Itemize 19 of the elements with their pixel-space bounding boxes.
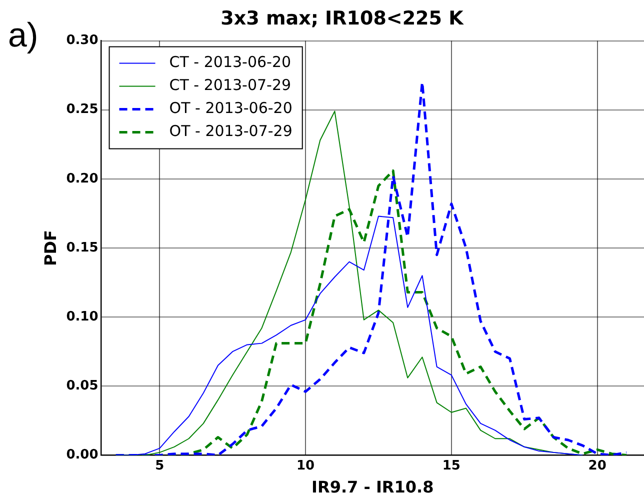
y-axis-title: PDF xyxy=(40,230,60,266)
x-tick-label: 15 xyxy=(442,458,460,474)
y-tick-label: 0.00 xyxy=(66,448,98,463)
text: a) xyxy=(8,16,38,54)
y-tick-label: 0.20 xyxy=(66,171,98,186)
y-tick-label: 0.30 xyxy=(66,33,98,48)
y-tick-label: 0.25 xyxy=(66,102,98,118)
chart-title: 3x3 max; IR108<225 K xyxy=(220,7,465,30)
y-tick-label: 0.05 xyxy=(66,378,98,394)
legend-label: CT - 2013-07-29 xyxy=(169,76,292,94)
x-tick-label: 10 xyxy=(296,458,315,474)
legend-label: OT - 2013-06-20 xyxy=(169,99,292,118)
legend-label: CT - 2013-06-20 xyxy=(169,53,292,72)
x-tick-label: 20 xyxy=(588,458,606,474)
y-tick-label: 0.10 xyxy=(66,309,98,324)
x-tick-label: 5 xyxy=(155,458,164,474)
y-tick-label: 0.15 xyxy=(66,240,98,256)
x-axis-title: IR9.7 - IR10.8 xyxy=(312,478,434,497)
legend-label: OT - 2013-07-29 xyxy=(169,122,292,140)
